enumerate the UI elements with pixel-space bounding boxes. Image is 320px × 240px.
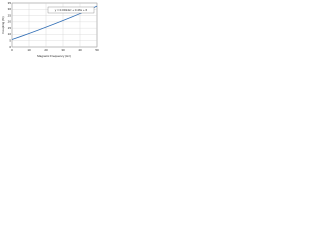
x-tick-label: 50 xyxy=(95,48,99,52)
x-tick-label: 30 xyxy=(61,48,65,52)
y-tick-label: 30 xyxy=(8,7,12,11)
y-tick-label: 5 xyxy=(9,39,11,43)
y-tick-label: 20 xyxy=(8,20,12,24)
annotation: y = 0.0014x² + 0.46x + 6 xyxy=(55,8,88,12)
x-tick-label: 0 xyxy=(11,48,13,52)
y-axis-label: Coupling (%) xyxy=(1,16,5,33)
y-tick-label: 25 xyxy=(8,13,12,17)
chart: Magnetic Frequency (Hz) Coupling (%) 0 5 1… xyxy=(1,1,99,58)
x-tick-label: 40 xyxy=(78,48,82,52)
x-tick-label: 10 xyxy=(27,48,31,52)
x-axis-label: Magnetic Frequency (Hz) xyxy=(37,54,71,58)
y-tick-label: 35 xyxy=(8,1,12,5)
x-tick-label: 20 xyxy=(44,48,48,52)
y-tick-label: 0 xyxy=(9,45,11,49)
page: {"chart_data": {"type": "line", "x_label… xyxy=(0,0,320,60)
y-tick-label: 10 xyxy=(8,32,12,36)
y-tick-label: 15 xyxy=(8,26,12,30)
annotation-box xyxy=(47,6,95,14)
